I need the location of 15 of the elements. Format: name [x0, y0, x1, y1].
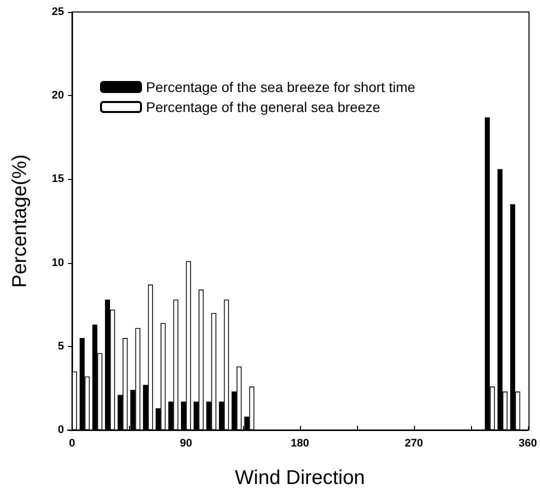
legend-label: Percentage of the general sea breeze — [146, 99, 380, 115]
y-tick-label: 20 — [52, 90, 64, 102]
y-tick-label: 15 — [52, 173, 64, 186]
x-tick-label: 360 — [518, 438, 538, 450]
y-axis-title: Percentage(%) — [9, 154, 31, 288]
x-tick-label: 180 — [290, 438, 310, 450]
x-tick-label: 90 — [180, 438, 192, 450]
y-tick-label: 0 — [58, 424, 64, 436]
x-axis-title: Wind Direction — [234, 467, 365, 489]
x-tick-label: 270 — [404, 438, 424, 450]
y-tick-label: 5 — [58, 340, 64, 352]
y-tick-label: 25 — [52, 6, 64, 18]
legend-label: Percentage of the sea breeze for short time — [146, 79, 416, 95]
x-tick-label: 0 — [68, 438, 76, 450]
y-tick-label: 10 — [52, 256, 64, 269]
